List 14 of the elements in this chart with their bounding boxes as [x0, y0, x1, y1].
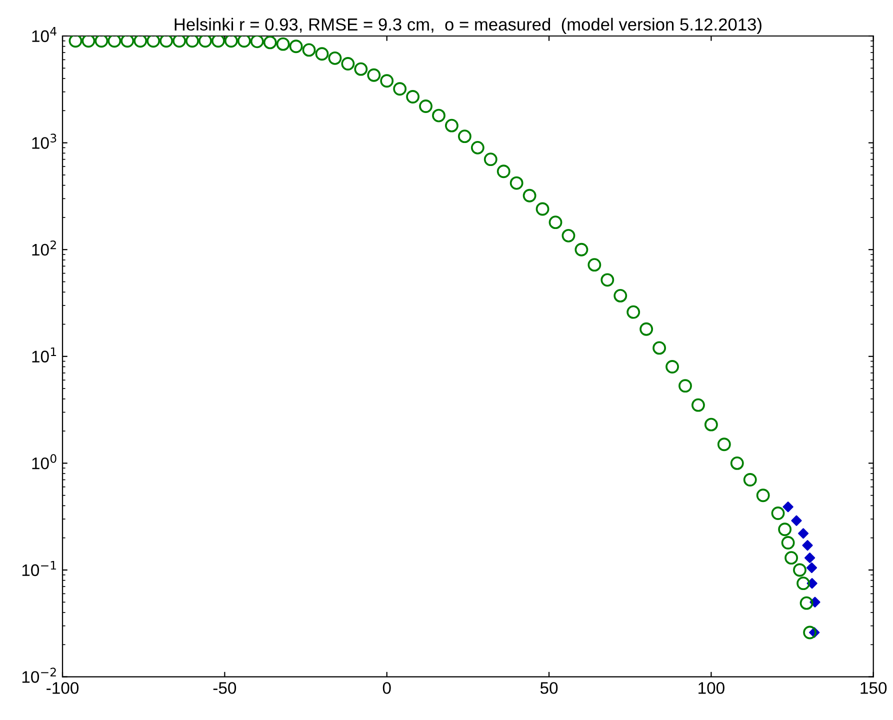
x-tick-label: 50	[540, 682, 558, 694]
x-tick-label: 0	[382, 682, 391, 694]
x-tick-label: 150	[860, 682, 887, 694]
y-tick-label: 10$^{0}$	[32, 454, 56, 470]
y-tick-label: 10$^{−2}$	[22, 668, 56, 683]
x-tick-label: -50	[213, 682, 236, 694]
x-tick-label: 100	[698, 682, 724, 694]
y-tick-label: 10$^{1}$	[32, 347, 56, 362]
y-tick-label: 10$^{2}$	[32, 240, 56, 256]
y-tick-label: 10$^{−1}$	[22, 561, 56, 576]
y-tick-label: 10$^{3}$	[32, 134, 56, 149]
y-tick-label: 10$^{4}$	[32, 27, 56, 42]
x-tick-label: -100	[46, 682, 79, 694]
chart-title: Helsinki r = 0.93, RMSE = 9.3 cm, o = measured (model version 5.12.2013)	[174, 18, 762, 34]
